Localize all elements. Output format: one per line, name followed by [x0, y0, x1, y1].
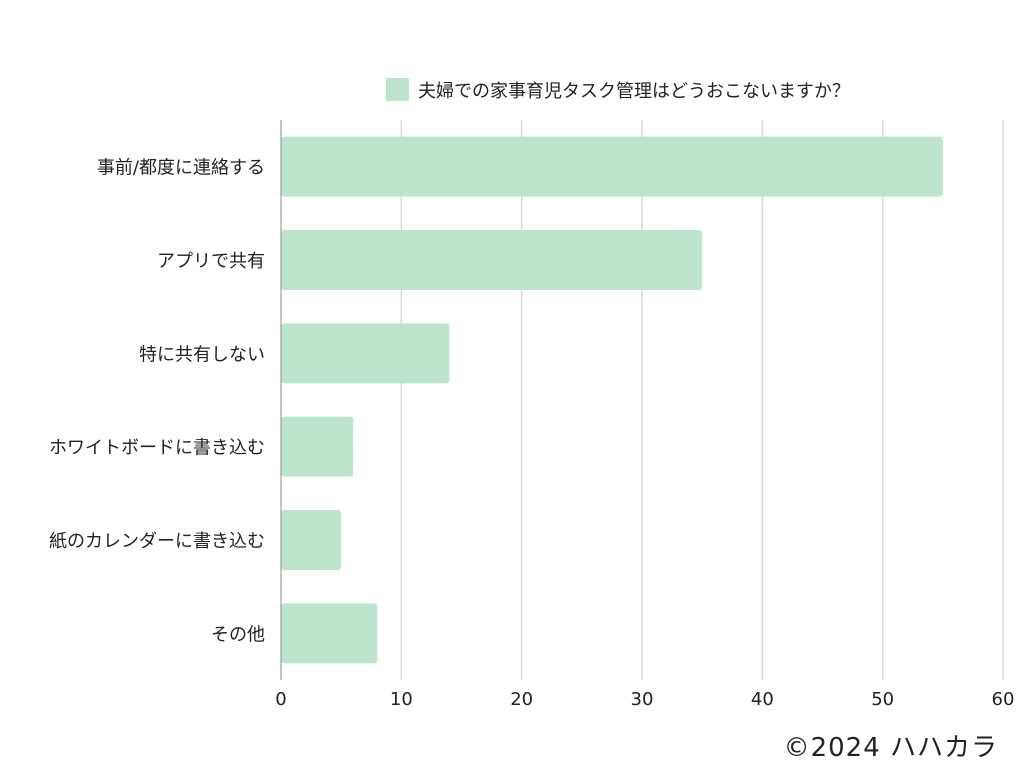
x-tick-label: 50	[871, 689, 894, 710]
x-tick-label: 30	[631, 689, 654, 710]
x-tick-label: 0	[275, 689, 286, 710]
x-tick-label: 40	[751, 689, 774, 710]
category-label: その他	[211, 624, 265, 645]
x-tick-label: 20	[510, 689, 533, 710]
bars	[281, 136, 943, 664]
legend-label: 夫婦での家事育児タスク管理はどうおこないますか？	[418, 81, 850, 102]
x-tick-label: 10	[390, 689, 413, 710]
bar	[281, 603, 378, 664]
category-label: 特に共有しない	[139, 344, 265, 365]
bar	[281, 136, 943, 197]
gridlines	[400, 120, 1004, 680]
bar	[281, 230, 703, 290]
axes: 0 10 20 30 40 50 60 事前/都度に連絡するアプリで共有特に共有しないホワイト…	[49, 120, 1014, 710]
legend-swatch	[386, 78, 409, 101]
bar	[281, 323, 450, 384]
category-label: 事前/都度に連絡する	[97, 158, 265, 179]
x-tick-label: 60	[992, 689, 1015, 710]
category-label: 紙のカレンダーに書き込む	[49, 531, 265, 552]
category-label: ホワイトボードに書き込む	[49, 438, 265, 459]
bar	[281, 416, 354, 477]
category-label: アプリで共有	[157, 251, 265, 272]
legend: 夫婦での家事育児タスク管理はどうおこないますか？	[386, 78, 850, 102]
copyright-text: ©2024 ハハカラ	[783, 733, 998, 763]
bar	[281, 510, 342, 570]
